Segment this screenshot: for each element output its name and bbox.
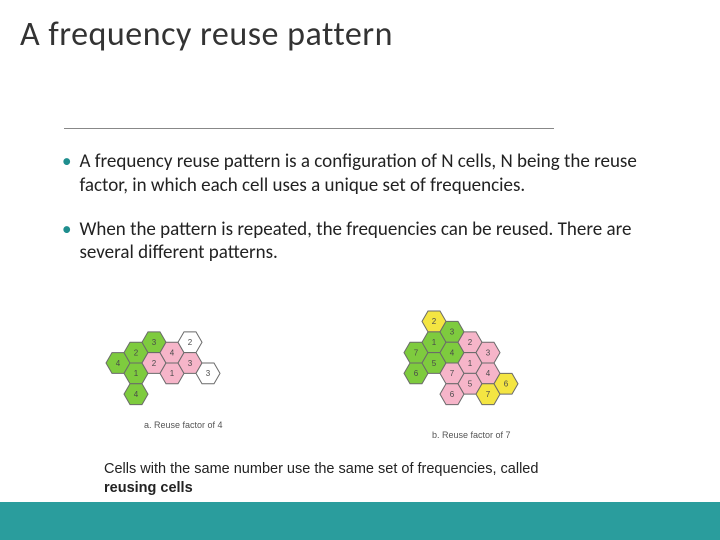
svg-text:1: 1 <box>134 369 139 378</box>
bullet-text: A frequency reuse pattern is a configura… <box>79 150 660 198</box>
svg-text:7: 7 <box>486 390 491 399</box>
footnote-bold: reusing cells <box>104 480 193 496</box>
svg-text:4: 4 <box>486 369 491 378</box>
svg-text:3: 3 <box>152 338 157 347</box>
svg-text:2: 2 <box>152 359 157 368</box>
slide-title: A frequency reuse pattern <box>0 0 720 55</box>
bullet-text: When the pattern is repeated, the freque… <box>79 218 660 266</box>
footer-bar <box>0 502 720 540</box>
svg-text:2: 2 <box>134 348 139 357</box>
diagram-a-caption: a. Reuse factor of 4 <box>144 420 223 430</box>
svg-text:1: 1 <box>170 369 175 378</box>
svg-text:6: 6 <box>414 369 419 378</box>
footnote-text: Cells with the same number use the same … <box>104 461 538 477</box>
svg-text:3: 3 <box>486 348 491 357</box>
reuse-factor-4-diagram: 4 2 1 4 3 2 4 1 2 3 3 <box>100 308 320 418</box>
svg-text:4: 4 <box>450 348 455 357</box>
svg-text:1: 1 <box>432 338 437 347</box>
horizontal-rule <box>64 128 554 129</box>
bullet-marker: • <box>62 150 71 198</box>
svg-text:6: 6 <box>504 380 509 389</box>
svg-text:7: 7 <box>414 348 419 357</box>
svg-text:3: 3 <box>188 359 193 368</box>
footnote: Cells with the same number use the same … <box>104 460 538 498</box>
svg-text:2: 2 <box>468 338 473 347</box>
svg-text:3: 3 <box>450 328 455 337</box>
svg-text:3: 3 <box>206 369 211 378</box>
svg-text:6: 6 <box>450 390 455 399</box>
bullet-item: • When the pattern is repeated, the freq… <box>62 218 660 266</box>
reuse-factor-7-diagram: 7 6 2 1 5 3 4 7 6 2 1 5 3 4 7 6 <box>380 298 640 428</box>
svg-text:2: 2 <box>188 338 193 347</box>
content-area: • A frequency reuse pattern is a configu… <box>62 150 660 285</box>
bullet-item: • A frequency reuse pattern is a configu… <box>62 150 660 198</box>
svg-text:5: 5 <box>432 359 437 368</box>
diagram-container: 42143241233 a. Reuse factor of 4 7621534… <box>100 308 620 448</box>
bullet-marker: • <box>62 218 71 266</box>
svg-text:5: 5 <box>468 380 473 389</box>
svg-text:2: 2 <box>432 317 437 326</box>
svg-text:7: 7 <box>450 369 455 378</box>
svg-text:4: 4 <box>116 359 121 368</box>
svg-text:4: 4 <box>170 348 175 357</box>
diagram-b-caption: b. Reuse factor of 7 <box>432 430 511 440</box>
svg-text:4: 4 <box>134 390 139 399</box>
svg-text:1: 1 <box>468 359 473 368</box>
